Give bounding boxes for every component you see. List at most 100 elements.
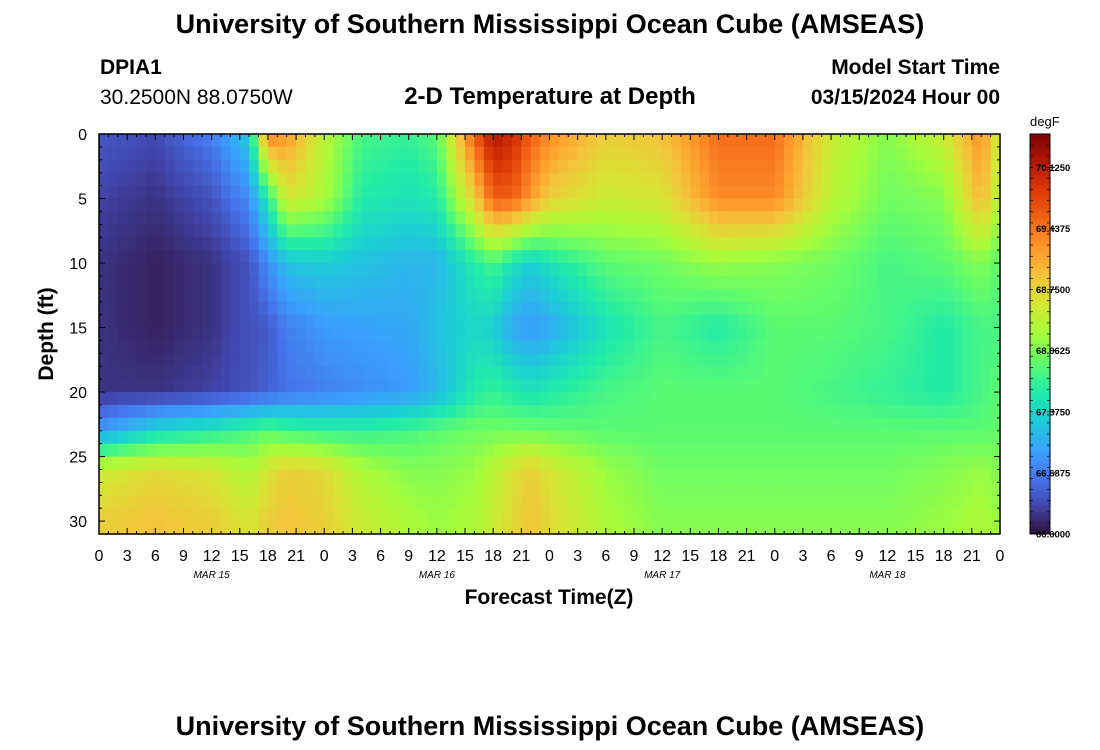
heatmap-cell [934, 224, 945, 238]
heatmap-cell [239, 288, 250, 303]
heatmap-cell [305, 353, 316, 367]
heatmap-cell [662, 469, 673, 483]
heatmap-cell [446, 134, 457, 148]
heatmap-cell [474, 211, 485, 225]
heatmap-cell [436, 404, 447, 419]
heatmap-cell [812, 250, 823, 264]
heatmap-cell [446, 417, 457, 432]
heatmap-cell [737, 237, 748, 251]
heatmap-cell [558, 224, 569, 238]
heatmap-cell [699, 430, 710, 445]
heatmap-cell [389, 379, 400, 393]
heatmap-cell [389, 301, 400, 316]
heatmap-cell [296, 275, 307, 290]
heatmap-cell [877, 495, 888, 509]
heatmap-cell [258, 508, 269, 522]
heatmap-cell [361, 508, 372, 522]
heatmap-cell [418, 159, 429, 174]
heatmap-cell [643, 404, 654, 419]
heatmap-cell [981, 482, 992, 496]
heatmap-cell [615, 237, 626, 251]
heatmap-cell [324, 159, 335, 174]
heatmap-cell [643, 392, 654, 406]
heatmap-cell [493, 495, 504, 509]
heatmap-cell [587, 198, 598, 213]
heatmap-cell [737, 146, 748, 161]
heatmap-cell [877, 456, 888, 471]
heatmap-cell [277, 198, 288, 213]
heatmap-cell [718, 353, 729, 367]
heatmap-cell [286, 521, 297, 535]
heatmap-cell [690, 443, 701, 458]
heatmap-cell [474, 288, 485, 303]
heatmap-cell [840, 198, 851, 213]
heatmap-cell [221, 392, 231, 406]
x-tick-label: 3 [573, 548, 582, 565]
heatmap-cell [558, 469, 569, 483]
heatmap-cell [887, 430, 898, 445]
heatmap-cell [587, 301, 598, 316]
heatmap-cell [296, 237, 307, 251]
heatmap-cell [192, 430, 203, 445]
heatmap-cell [633, 288, 644, 303]
heatmap-cell [127, 159, 138, 174]
heatmap-cell [286, 237, 297, 251]
x-day-label: MAR 17 [644, 570, 681, 581]
heatmap-cell [831, 430, 842, 445]
heatmap-cell [145, 146, 156, 161]
heatmap-cell [436, 508, 447, 522]
heatmap-cell [784, 185, 795, 200]
heatmap-cell [389, 250, 400, 264]
heatmap-cell [361, 327, 372, 342]
heatmap-cell [699, 392, 710, 406]
heatmap-cell [192, 392, 203, 406]
heatmap-cell [99, 146, 109, 161]
heatmap-cell [183, 392, 194, 406]
heatmap-cell [127, 508, 138, 522]
heatmap-cell [727, 508, 738, 522]
heatmap-cell [333, 379, 344, 393]
heatmap-cell [624, 353, 635, 367]
heatmap-cell [511, 224, 522, 238]
heatmap-cell [990, 482, 1001, 496]
heatmap-cell [868, 521, 879, 535]
heatmap-cell [549, 275, 560, 290]
heatmap-cell [587, 185, 598, 200]
heatmap-cell [277, 327, 288, 342]
heatmap-cell [652, 224, 663, 238]
heatmap-cell [558, 392, 569, 406]
heatmap-cell [568, 392, 579, 406]
heatmap-cell [737, 250, 748, 264]
heatmap-cell [202, 379, 213, 393]
heatmap-cell [746, 482, 757, 496]
heatmap-cell [465, 198, 476, 213]
x-tick-label: 0 [996, 548, 1005, 565]
heatmap-cell [859, 379, 870, 393]
heatmap-cell [709, 134, 720, 148]
heatmap-cell [145, 211, 156, 225]
heatmap-cell [662, 211, 673, 225]
heatmap-cell [211, 392, 222, 406]
heatmap-cell [643, 521, 654, 535]
heatmap-cell [446, 159, 457, 174]
heatmap-cell [521, 237, 532, 251]
heatmap-cell [840, 340, 851, 354]
heatmap-cell [577, 430, 588, 445]
heatmap-cell [399, 379, 410, 393]
heatmap-cell [117, 250, 128, 264]
heatmap-cell [380, 314, 391, 329]
heatmap-cell [436, 469, 447, 483]
heatmap-cell [680, 469, 691, 483]
model-start-label: Model Start Time [831, 56, 1000, 79]
heatmap-cell [183, 250, 194, 264]
heatmap-cell [765, 456, 776, 471]
heatmap-cell [380, 134, 391, 148]
heatmap-cell [493, 340, 504, 354]
heatmap-cell [399, 340, 410, 354]
heatmap-cell [192, 443, 203, 458]
heatmap-cell [277, 469, 288, 483]
heatmap-cell [981, 430, 992, 445]
heatmap-cell [305, 146, 316, 161]
heatmap-cell [784, 366, 795, 380]
heatmap-cell [718, 443, 729, 458]
